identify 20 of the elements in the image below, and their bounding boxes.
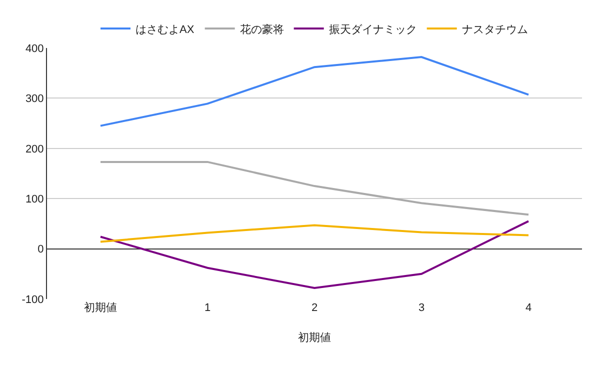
x-tick-label: 2 xyxy=(311,302,318,314)
line-series xyxy=(100,224,530,243)
y-tick-label: 100 xyxy=(25,193,44,206)
y-tick-label: 200 xyxy=(25,143,44,156)
legend-label: はさむよAX xyxy=(136,24,195,36)
y-tick-label: 400 xyxy=(25,42,44,55)
legend-label: 花の豪将 xyxy=(240,22,284,36)
x-tick-label: 4 xyxy=(525,302,532,314)
x-tick-label: 1 xyxy=(204,302,211,314)
x-axis-title: 初期値 xyxy=(298,331,331,344)
line-series xyxy=(100,160,530,216)
y-tick-label: 300 xyxy=(25,93,44,106)
y-tick-label: -100 xyxy=(22,294,44,306)
x-tick-label: 3 xyxy=(418,302,425,314)
y-tick-label: 0 xyxy=(38,244,44,256)
line-series xyxy=(100,220,530,289)
legend-label: ナスタチウム xyxy=(462,24,528,36)
legend-label: 振天ダイナミック xyxy=(328,24,417,36)
line-series xyxy=(100,56,530,127)
x-tick-label: 初期値 xyxy=(84,301,117,314)
